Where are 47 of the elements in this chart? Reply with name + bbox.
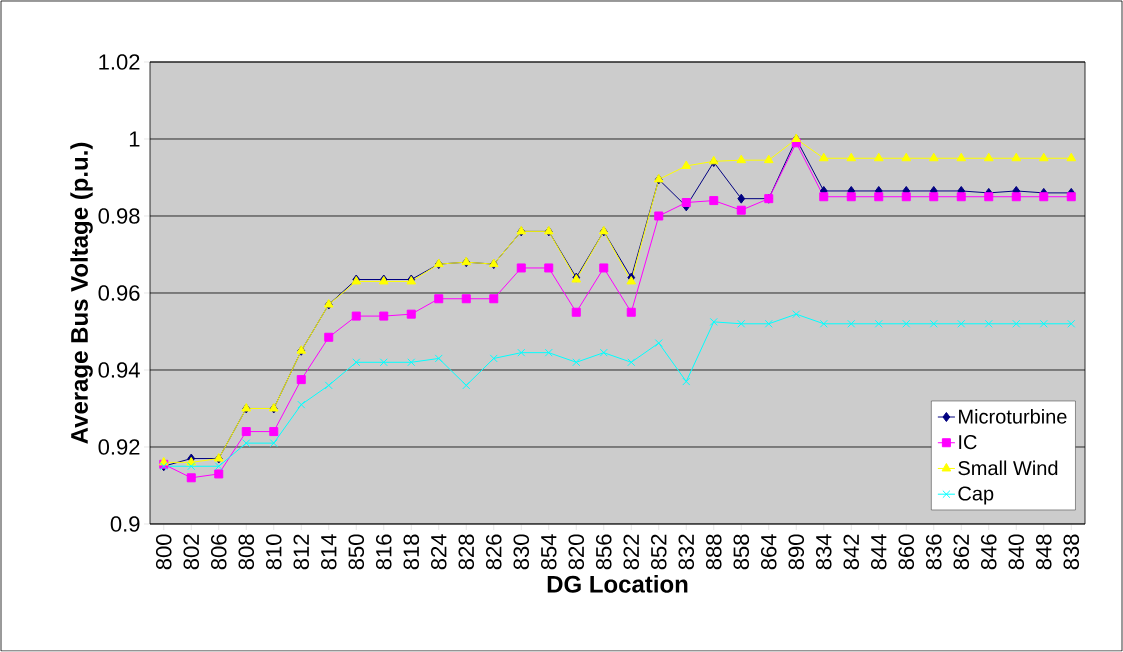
x-tick-label: 832 [678, 534, 695, 570]
x-tick-label: 850 [348, 534, 365, 570]
x-tick-label: 836 [925, 534, 942, 570]
x-tick-label: 814 [320, 534, 337, 570]
x-tick-label: 842 [843, 534, 860, 570]
x-tick-label: 812 [293, 534, 310, 570]
x-tick-label: 856 [595, 534, 612, 570]
y-tick-label: 0.9 [110, 516, 140, 532]
y-tick-label: 0.92 [98, 439, 140, 455]
legend-label: Cap [958, 486, 994, 505]
x-tick-label: 820 [568, 534, 585, 570]
y-tick-label: 1.02 [99, 54, 140, 70]
y-tick-label: 0.94 [98, 362, 140, 378]
x-tick-label: 826 [485, 534, 502, 570]
x-tick-label: 808 [238, 534, 255, 570]
x-tick-label: 838 [1063, 534, 1080, 570]
x-tick-label: 816 [375, 534, 392, 570]
x-tick-label: 802 [183, 534, 200, 570]
x-tick-label: 800 [155, 534, 172, 570]
x-tick-label: 846 [980, 534, 997, 570]
x-tick-label: 852 [650, 534, 667, 570]
legend-label: IC [959, 435, 977, 450]
x-tick-label: 860 [898, 534, 915, 570]
x-tick-label: 890 [788, 534, 805, 570]
x-tick-label: 822 [623, 534, 640, 570]
y-tick-label: 0.98 [98, 208, 140, 224]
x-tick-label: 834 [815, 534, 832, 570]
x-tick-label: 888 [705, 534, 722, 570]
x-tick-label: 862 [953, 534, 970, 570]
x-tick-label: 830 [513, 534, 530, 570]
x-tick-label: 806 [210, 534, 227, 570]
legend-label: Microturbine [959, 409, 1067, 424]
x-tick-label: 818 [403, 534, 420, 570]
x-tick-label: 810 [265, 534, 282, 570]
x-tick-label: 840 [1008, 534, 1025, 570]
x-tick-label: 864 [760, 534, 777, 570]
x-tick-label: 858 [733, 534, 750, 570]
legend-label: Small Wind [958, 460, 1058, 476]
y-tick-label: 0.96 [98, 285, 140, 301]
y-axis-title: Average Bus Voltage (p.u.) [70, 142, 93, 444]
x-tick-label: 848 [1035, 534, 1052, 570]
x-axis-title: DG Location [547, 575, 688, 593]
x-tick-label: 844 [870, 534, 887, 570]
y-tick-label: 1 [129, 131, 140, 147]
x-tick-label: 824 [430, 534, 447, 570]
x-tick-label: 854 [540, 534, 557, 570]
x-tick-label: 828 [458, 534, 475, 570]
